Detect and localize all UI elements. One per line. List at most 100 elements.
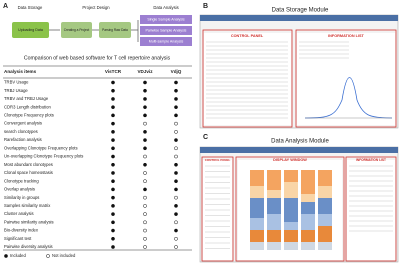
inclusion-dot [174, 146, 178, 151]
stage-label: Data Storage [18, 5, 43, 10]
inclusion-dot [143, 80, 147, 85]
inclusion-dot [111, 138, 115, 142]
panel-letter: C [203, 134, 208, 141]
row-label: Clonotype Frequency plots [4, 113, 54, 118]
inclusion-dot [174, 228, 178, 233]
inclusion-dot [111, 245, 115, 249]
inclusion-dot [143, 154, 147, 159]
column-header: VdjQ [171, 69, 182, 74]
inclusion-dot [111, 88, 115, 93]
row-label: Bio-diversity index [4, 228, 39, 233]
bar-segment [250, 186, 264, 198]
module-title: Data Analysis Module [271, 139, 329, 145]
bar-segment [318, 186, 332, 198]
bar-segment [301, 202, 315, 214]
row-label: Overlapping Clonotype Frequency plots [4, 145, 78, 150]
bar-segment [301, 242, 315, 250]
row-label: CDR3 Length distribution [4, 104, 51, 109]
bar-segment [250, 198, 264, 218]
bar-segment [318, 242, 332, 250]
inclusion-dot [174, 88, 178, 93]
inclusion-dot [143, 105, 147, 110]
row-label: TRBJ Usage [4, 88, 28, 93]
bar-segment [301, 170, 315, 194]
row-label: search clonotypes [4, 129, 38, 134]
row-label: Pairwise similarity analysis [4, 219, 54, 224]
bar-segment [318, 170, 332, 186]
inclusion-dot [111, 204, 115, 208]
inclusion-dot [143, 88, 147, 93]
row-label: Pairwise diversity analysis [4, 244, 53, 249]
row-label: Similarity in groups [4, 195, 39, 200]
legend-symbol [46, 254, 50, 258]
analysis-label: Single Sample Analysis [147, 17, 185, 21]
step-box [61, 22, 92, 38]
region-box [235, 156, 345, 262]
inclusion-dot [174, 162, 178, 167]
analysis-box [140, 26, 192, 35]
row-label: Most abundant clonotypes [4, 162, 53, 167]
bar-segment [284, 182, 298, 198]
inclusion-dot [111, 195, 115, 200]
bar-segment [301, 194, 315, 202]
inclusion-dot [174, 220, 178, 225]
panel-letter: B [203, 3, 208, 10]
analysis-label: Multi-sample Analysis [149, 39, 184, 43]
bar-segment [318, 226, 332, 242]
region-label: DISPLAY WINDOW [273, 158, 307, 162]
inclusion-dot [143, 171, 147, 175]
bar-segment [250, 218, 264, 230]
curve [304, 77, 393, 119]
inclusion-dot [143, 113, 147, 118]
table-title: Comparison of web based software for T c… [24, 55, 171, 61]
inclusion-dot [174, 195, 178, 200]
inclusion-dot [143, 97, 147, 101]
region-box [201, 156, 234, 262]
stacked-bars [250, 170, 332, 250]
row-label: Rarefaction analysis [4, 137, 42, 142]
inclusion-dot [143, 187, 147, 192]
inclusion-dot [143, 130, 147, 134]
inclusion-dot [174, 171, 178, 175]
inclusion-dot [174, 154, 178, 159]
inclusion-dot [174, 113, 178, 118]
step-box [12, 22, 49, 38]
inclusion-dot [143, 204, 147, 208]
legend-symbol [4, 254, 8, 258]
file-list [204, 33, 291, 125]
bar-segment [267, 214, 281, 230]
column-header: VisTCR [105, 69, 122, 74]
inclusion-dot [111, 162, 115, 167]
bar-segment [301, 214, 315, 230]
row-label: Un-overlapping Clonotype Frequency plots [4, 154, 83, 159]
column-header: VDJviz [137, 69, 153, 74]
inclusion-dot [143, 146, 147, 151]
inclusion-dot [174, 97, 178, 101]
info-area [347, 160, 395, 260]
bar-segment [301, 230, 315, 242]
title-bar [200, 147, 398, 153]
inclusion-dot [143, 121, 147, 126]
row-label: Clonotype tracking [4, 178, 39, 183]
analysis-label: Pairwise Sample Analysis [146, 28, 187, 32]
inclusion-dot [174, 130, 178, 134]
step-label: Uploading Data [18, 28, 43, 32]
inclusion-dot [143, 220, 147, 225]
bar-segment [267, 242, 281, 250]
inclusion-dot [143, 236, 147, 241]
column-header: Analysis items [4, 69, 37, 74]
inclusion-dot [111, 154, 115, 159]
step-box [99, 22, 131, 38]
bar-segment [267, 190, 281, 198]
row-label: TRBV and TRBJ Usage [4, 96, 49, 101]
bar-segment [284, 170, 298, 182]
region-box [202, 29, 293, 128]
bar-segment [318, 214, 332, 226]
analysis-box [140, 37, 192, 46]
inclusion-dot [111, 113, 115, 118]
region-box [295, 29, 397, 128]
step-label: Creating a Project [64, 28, 90, 32]
inclusion-dot [143, 228, 147, 233]
